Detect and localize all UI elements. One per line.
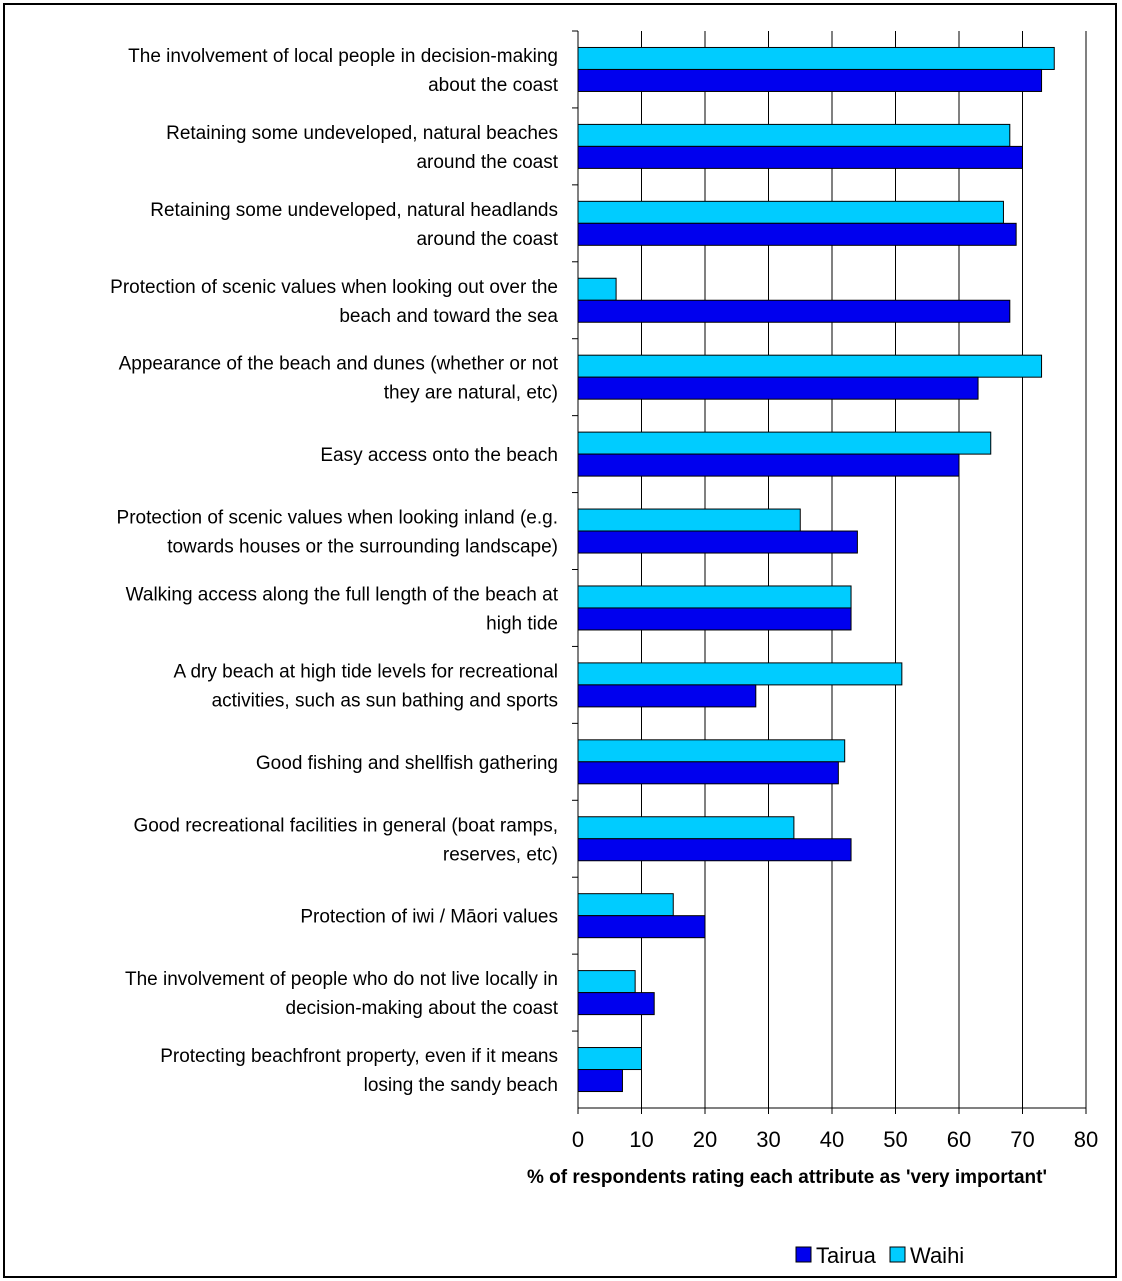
bar-tairua-9	[577, 761, 839, 785]
category-label-10: Good recreational facilities in general …	[133, 815, 558, 865]
x-tick-labels: 0 10 20 30 40 50 60 70 80	[572, 1127, 1098, 1152]
bar-tairua-11	[577, 915, 706, 939]
x-tick-label-80: 80	[1074, 1127, 1098, 1152]
bar-waihi-8	[577, 662, 903, 686]
bar-waihi-9	[577, 739, 846, 763]
x-tick-label-70: 70	[1010, 1127, 1034, 1152]
bar-waihi-0	[577, 46, 1055, 70]
bar-tairua-5	[577, 453, 960, 477]
legend: Tairua Waihi	[795, 1243, 964, 1268]
bar-waihi-6	[577, 508, 801, 532]
category-label-3: Protection of scenic values when looking…	[110, 277, 558, 327]
category-label-13: Protecting beachfront property, even if …	[160, 1046, 558, 1096]
bar-tairua-7	[577, 607, 852, 631]
bar-waihi-4	[577, 354, 1043, 378]
legend-label-tairua: Tairua	[816, 1243, 877, 1268]
x-tick-label-30: 30	[756, 1127, 780, 1152]
category-label-12: The involvement of people who do not liv…	[125, 969, 559, 1019]
bar-waihi-7	[577, 585, 852, 609]
bar-waihi-5	[577, 431, 992, 455]
category-label-11: Protection of iwi / Māori values	[300, 907, 558, 928]
bar-waihi-3	[577, 277, 617, 301]
x-tick-label-0: 0	[572, 1127, 584, 1152]
x-tick-label-60: 60	[947, 1127, 971, 1152]
legend-swatch-tairua	[795, 1246, 812, 1263]
x-tick-label-50: 50	[883, 1127, 907, 1152]
x-tick-label-40: 40	[820, 1127, 844, 1152]
bars	[577, 46, 1055, 1093]
x-axis-title: % of respondents rating each attribute a…	[527, 1167, 1047, 1188]
bar-tairua-12	[577, 992, 655, 1016]
category-label-9: Good fishing and shellfish gathering	[256, 753, 558, 774]
category-label-5: Easy access onto the beach	[320, 445, 558, 466]
bar-waihi-12	[577, 970, 636, 994]
category-label-8: A dry beach at high tide levels for recr…	[174, 661, 558, 711]
bar-waihi-13	[577, 1047, 642, 1071]
axes	[572, 30, 1087, 1114]
x-tick-label-20: 20	[693, 1127, 717, 1152]
legend-swatch-waihi	[889, 1246, 906, 1263]
bar-tairua-6	[577, 530, 858, 554]
bar-tairua-10	[577, 838, 852, 862]
bar-tairua-1	[577, 145, 1023, 169]
category-label-0: The involvement of local people in decis…	[128, 46, 559, 96]
category-label-1: Retaining some undeveloped, natural beac…	[166, 123, 559, 173]
bar-tairua-4	[577, 376, 979, 400]
bar-tairua-13	[577, 1069, 623, 1093]
category-labels: The involvement of local people in decis…	[110, 46, 559, 1096]
bar-tairua-3	[577, 299, 1011, 323]
bar-tairua-8	[577, 684, 757, 708]
bar-waihi-1	[577, 123, 1011, 147]
gridlines	[641, 31, 1087, 1108]
bar-waihi-11	[577, 893, 674, 917]
bar-waihi-10	[577, 816, 795, 840]
category-label-7: Walking access along the full length of …	[126, 584, 559, 634]
legend-label-waihi: Waihi	[910, 1243, 964, 1268]
category-label-2: Retaining some undeveloped, natural head…	[150, 200, 558, 250]
bar-tairua-0	[577, 68, 1043, 92]
bar-tairua-2	[577, 222, 1017, 246]
category-label-6: Protection of scenic values when looking…	[117, 508, 558, 558]
x-tick-label-10: 10	[629, 1127, 653, 1152]
bar-waihi-2	[577, 200, 1004, 224]
category-label-4: Appearance of the beach and dunes (wheth…	[119, 354, 559, 404]
